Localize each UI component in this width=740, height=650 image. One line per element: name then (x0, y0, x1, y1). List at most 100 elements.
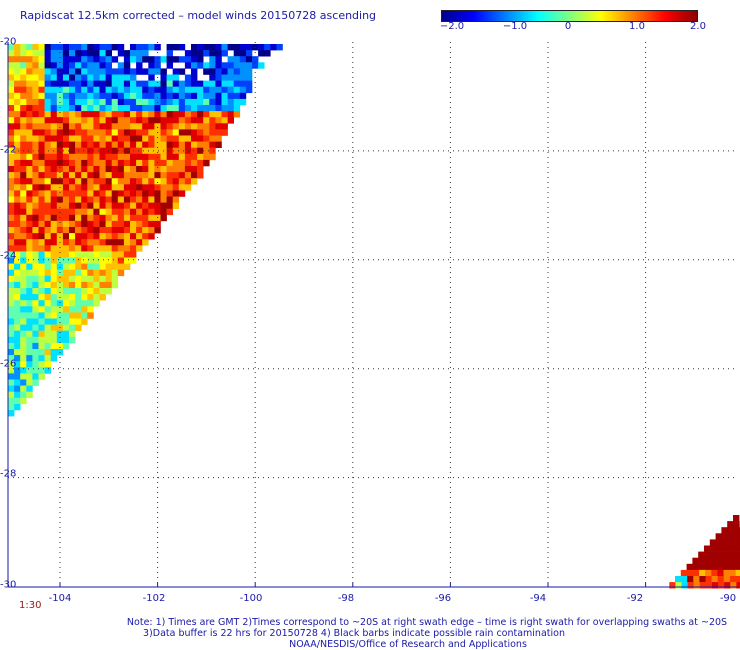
swath-cell (32, 294, 39, 301)
swath-cell (722, 551, 729, 558)
swath-cell (148, 98, 155, 106)
swath-cell (99, 275, 106, 283)
swath-cell (44, 62, 51, 69)
swath-cell (142, 141, 149, 148)
swath-cell (38, 159, 45, 167)
swath-cell (172, 166, 180, 173)
swath-cell (14, 330, 21, 338)
swath-cell (50, 50, 58, 57)
swath-cell (81, 44, 88, 51)
swath-cell (191, 135, 198, 142)
swath-cell (178, 68, 186, 75)
swath-cell (14, 367, 21, 374)
swath-cell (203, 141, 210, 148)
swath-cell (142, 214, 149, 222)
swath-cell (50, 74, 58, 81)
swath-cell (87, 306, 94, 313)
swath-cell (203, 92, 210, 100)
swath-cell (203, 153, 210, 161)
swath-cell (75, 306, 82, 313)
swath-cell (709, 539, 717, 546)
swath-cell (693, 582, 701, 589)
swath-cell (166, 44, 173, 51)
swath-cell (704, 563, 712, 571)
swath-cell (44, 361, 51, 368)
swath-cell (160, 159, 167, 167)
swath-cell (38, 141, 45, 148)
swath-cell (32, 349, 39, 356)
swath-cell (87, 196, 94, 203)
swath-cell (8, 318, 15, 325)
swath-cell (160, 190, 167, 197)
swath-cell (130, 172, 137, 179)
swath-cell (75, 129, 82, 136)
swath-cell (723, 569, 730, 577)
swath-cell (142, 172, 149, 179)
swath-cell (142, 166, 149, 173)
swath-cell (705, 576, 712, 583)
swath-cell (75, 324, 82, 331)
swath-cell (81, 62, 88, 69)
swath-cell (44, 306, 51, 313)
swath-cell (123, 62, 131, 69)
swath-cell (93, 92, 100, 100)
swath-cell (148, 214, 155, 222)
swath-cell (93, 153, 100, 161)
swath-cell (32, 68, 39, 75)
swath-cell (14, 184, 21, 191)
swath-cell (123, 74, 131, 81)
swath-cell (44, 349, 51, 356)
swath-cell (75, 68, 82, 75)
swath-cell (160, 184, 167, 191)
swath-cell (166, 129, 173, 136)
swath-cell (26, 324, 33, 331)
swath-cell (130, 159, 137, 167)
swath-cell (20, 62, 27, 69)
swath-cell (14, 403, 21, 411)
swath-cell (105, 153, 112, 161)
swath-cell (105, 263, 112, 270)
swath-cell (99, 208, 106, 216)
swath-cell (191, 74, 198, 81)
swath-cell (56, 196, 64, 203)
swath-cell (99, 147, 106, 155)
swath-cell (44, 98, 51, 106)
swath-cell (32, 153, 39, 161)
swath-cell (154, 147, 161, 155)
swath-cell (148, 202, 155, 209)
swath-cell (166, 86, 173, 94)
swath-cell (160, 98, 167, 106)
swath-cell (735, 569, 740, 577)
swath-cell (130, 202, 137, 209)
swath-cell (32, 147, 39, 155)
swath-cell (75, 275, 82, 283)
swath-cell (69, 184, 76, 191)
swath-cell (123, 196, 131, 203)
swath-cell (191, 105, 198, 112)
swath-cell (56, 306, 64, 313)
swath-cell (56, 336, 64, 344)
swath-cell (111, 257, 119, 264)
swath-cell (14, 263, 21, 270)
footnote-line-2: 3)Data buffer is 22 hrs for 20150728 4) … (143, 628, 565, 639)
swath-cell (197, 50, 204, 57)
swath-cell (184, 117, 192, 124)
swath-cell (50, 98, 58, 106)
swath-cell (81, 196, 88, 203)
swath-cell (87, 159, 94, 167)
swath-cell (32, 275, 39, 283)
swath-cell (26, 56, 33, 63)
swath-cell (20, 330, 27, 338)
swath-cell (680, 569, 688, 577)
swath-cell (136, 245, 143, 252)
swath-cell (87, 245, 94, 252)
swath-cell (56, 342, 64, 350)
swath-cell (172, 172, 180, 179)
swath-cell (99, 294, 106, 301)
swath-cell (81, 300, 88, 307)
swath-cell (105, 202, 112, 209)
swath-cell (50, 117, 58, 124)
swath-cell (93, 233, 100, 240)
swath-cell (117, 147, 125, 155)
swath-cell (154, 80, 161, 87)
